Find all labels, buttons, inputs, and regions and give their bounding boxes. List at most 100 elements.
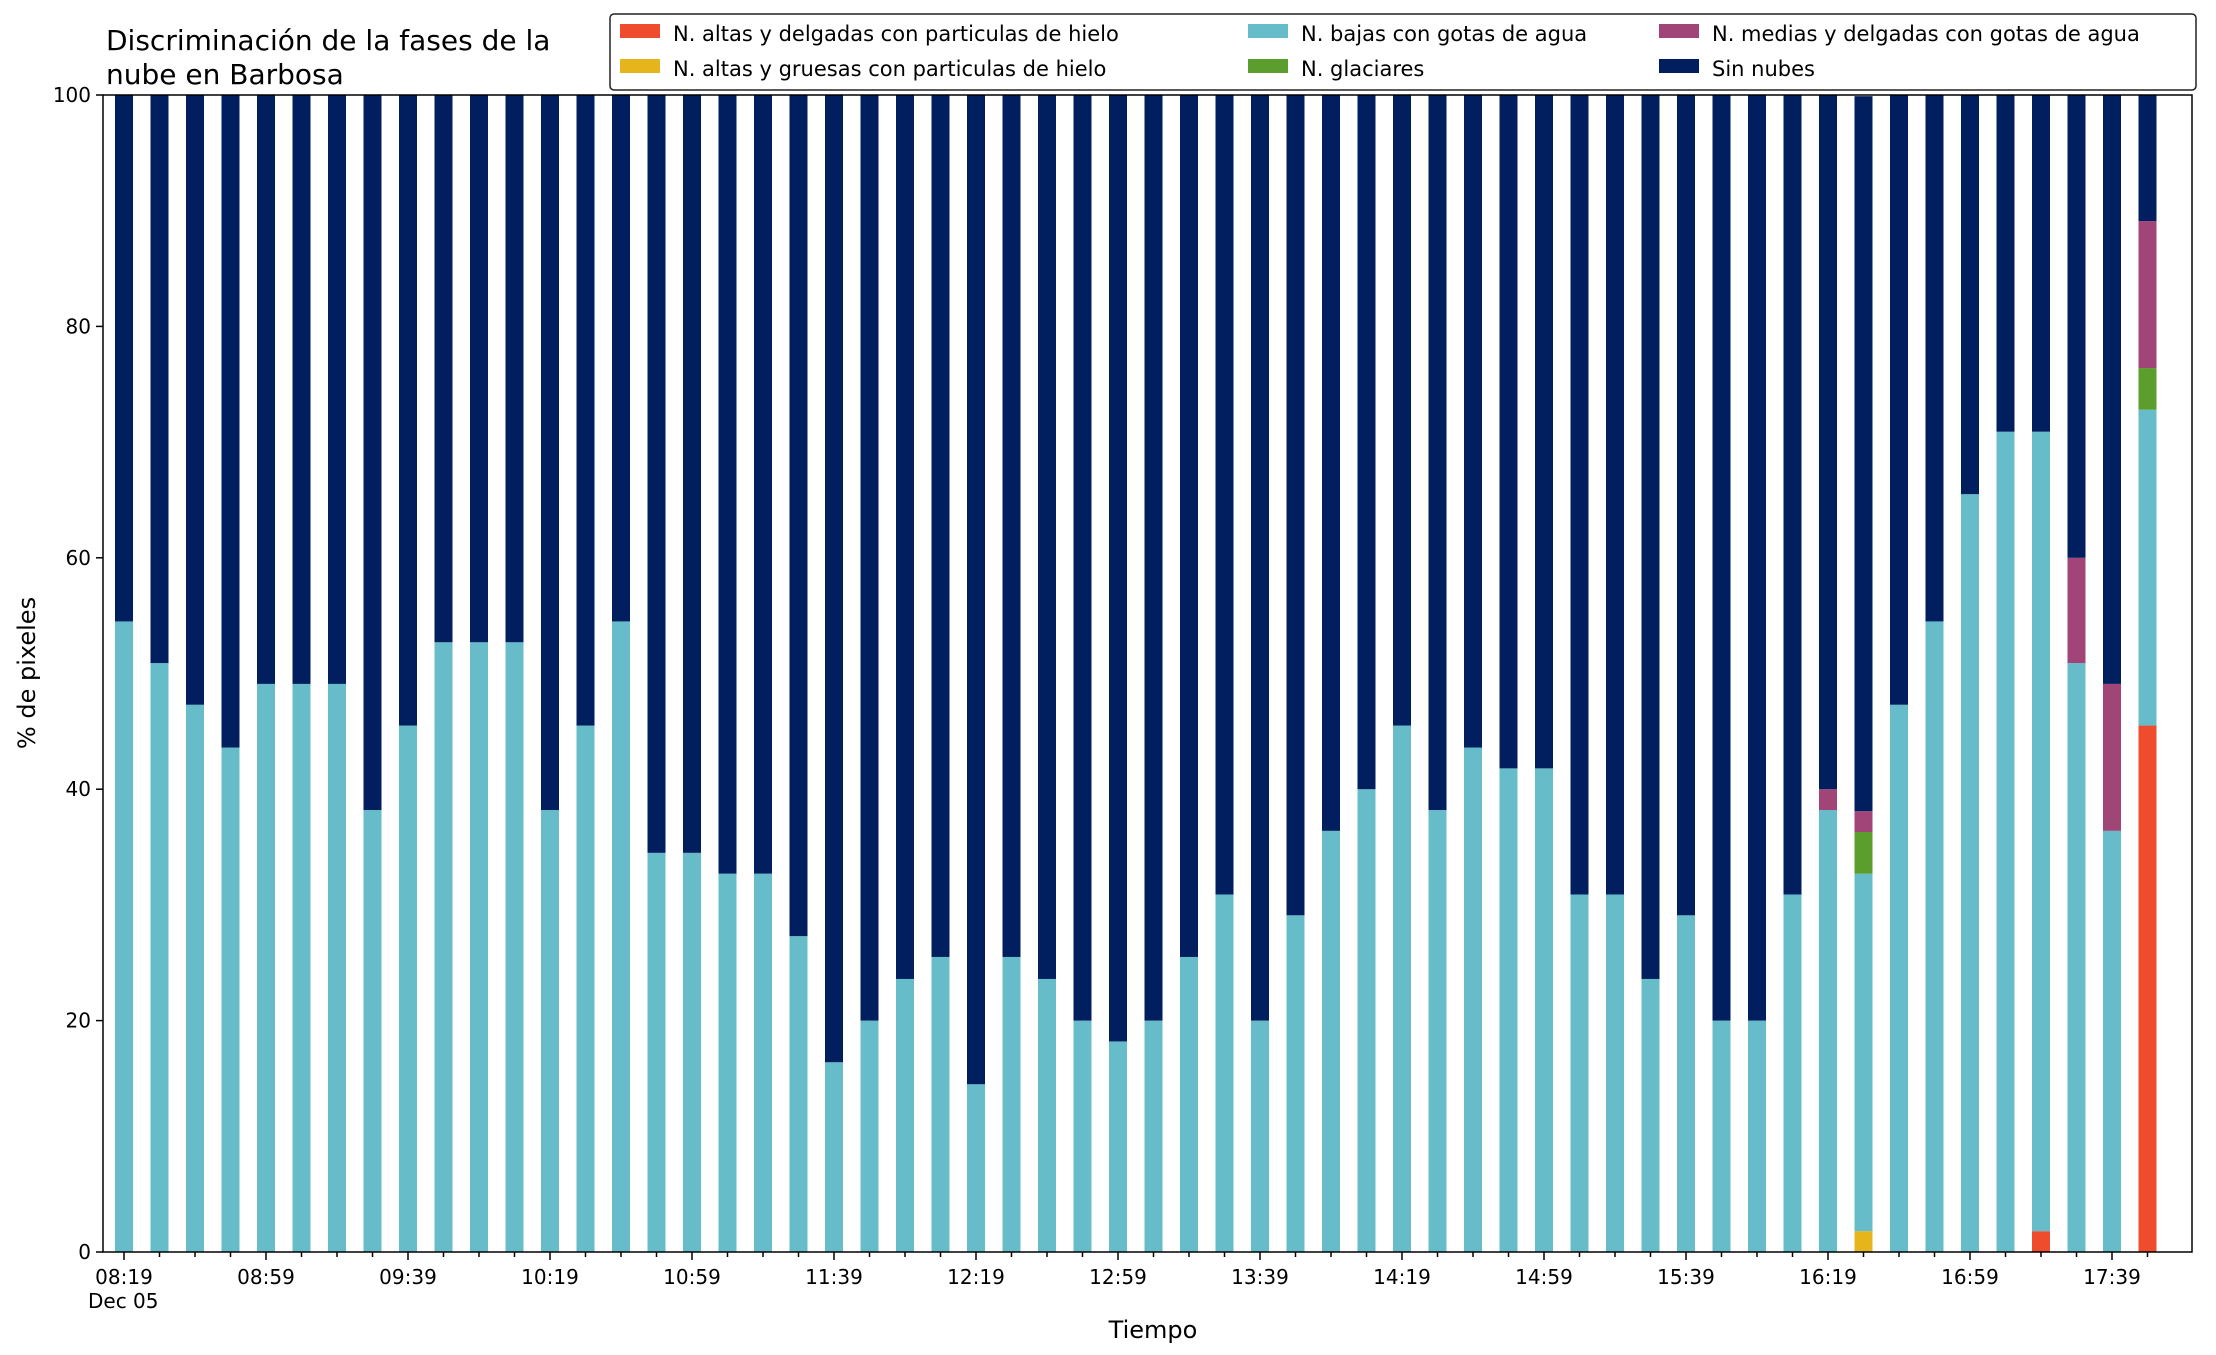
- x-tick-label: 08:59: [237, 1265, 295, 1289]
- legend-label: N. medias y delgadas con gotas de agua: [1712, 22, 2140, 46]
- bar-segment: [434, 95, 453, 643]
- y-tick-label: 60: [66, 546, 91, 570]
- bar-segment: [789, 95, 808, 937]
- bar-segment: [150, 663, 169, 1252]
- legend-swatch: [620, 59, 660, 73]
- bar-segment: [2103, 830, 2121, 1252]
- y-tick-label: 100: [53, 83, 91, 107]
- bar-segment: [825, 95, 843, 1063]
- bar-segment: [150, 95, 169, 664]
- bar-segment: [1783, 95, 1802, 895]
- bar-segment: [2138, 725, 2157, 1252]
- bar-segment: [931, 95, 950, 957]
- bar-segment: [1996, 431, 2015, 1252]
- legend: N. altas y delgadas con particulas de hi…: [609, 13, 2197, 91]
- bar-segment: [754, 95, 772, 874]
- x-tick-label: 10:19: [521, 1265, 579, 1289]
- bar-segment: [1322, 95, 1340, 831]
- bar-segment: [1854, 832, 1873, 874]
- bar-segment: [363, 95, 382, 811]
- x-tick-label: 16:59: [1941, 1265, 1999, 1289]
- bar-segment: [1357, 789, 1376, 1252]
- bar-segment: [647, 95, 666, 853]
- bar-segment: [1677, 915, 1695, 1252]
- legend-label: N. glaciares: [1301, 57, 1424, 81]
- bar-segment: [2067, 95, 2086, 558]
- bar-segment: [1464, 747, 1482, 1252]
- bar-segment: [1428, 95, 1447, 811]
- legend-swatch: [620, 24, 660, 38]
- bar-segment: [1251, 1020, 1269, 1252]
- bar-segment: [115, 95, 133, 622]
- bar-segment: [1606, 894, 1624, 1252]
- bar-segment: [860, 1020, 879, 1252]
- bar-segment: [541, 95, 559, 811]
- bar-segment: [363, 810, 382, 1252]
- bar-segment: [2032, 95, 2050, 432]
- bar-segment: [1890, 704, 1908, 1252]
- bar-segment: [718, 95, 737, 874]
- bar-segment: [1002, 956, 1021, 1252]
- bar-segment: [470, 95, 488, 643]
- bar-segment: [1783, 894, 1802, 1252]
- bar-segment: [967, 1084, 985, 1252]
- bar-segment: [2067, 663, 2086, 1252]
- bar-segment: [1641, 95, 1660, 979]
- bar-segment: [1215, 894, 1234, 1252]
- bar-segment: [1215, 95, 1234, 895]
- bar-segment: [683, 95, 701, 853]
- bar-segment: [1996, 95, 2015, 432]
- bar-segment: [1854, 1231, 1873, 1252]
- bar-segment: [1961, 95, 1979, 495]
- bar-segment: [1428, 810, 1447, 1252]
- bar-segment: [399, 95, 417, 726]
- bar-segment: [860, 95, 879, 1021]
- bar-segment: [1144, 95, 1163, 1021]
- bar-segment: [2067, 557, 2086, 664]
- chart-title-line-2: nube en Barbosa: [106, 58, 344, 91]
- x-tick-label: 14:19: [1373, 1265, 1431, 1289]
- bar-segment: [1180, 95, 1198, 957]
- bar-segment: [292, 95, 311, 684]
- bar-segment: [612, 621, 630, 1252]
- bar-segment: [186, 95, 204, 705]
- y-tick-label: 40: [66, 777, 91, 801]
- bar-segment: [1535, 768, 1553, 1252]
- bar-segment: [328, 683, 346, 1252]
- bar-segment: [505, 642, 524, 1252]
- bar-segment: [292, 683, 311, 1252]
- bar-segment: [1286, 95, 1305, 916]
- bar-segment: [2032, 431, 2050, 1232]
- x-tick-label: 15:39: [1657, 1265, 1715, 1289]
- bar-segment: [825, 1062, 843, 1252]
- bar-segment: [2138, 221, 2157, 369]
- bar-segment: [186, 704, 204, 1252]
- bar-segment: [1038, 95, 1056, 979]
- y-axis-label: % de pixeles: [13, 597, 41, 749]
- bar-segment: [1144, 1020, 1163, 1252]
- bar-segment: [434, 642, 453, 1252]
- legend-label: N. altas y delgadas con particulas de hi…: [673, 22, 1119, 46]
- bar-segment: [1464, 95, 1482, 748]
- bar-segment: [1819, 95, 1837, 790]
- bar-segment: [2103, 683, 2121, 831]
- bar-segment: [896, 978, 914, 1252]
- x-axis-label: Tiempo: [1108, 1316, 1198, 1344]
- x-tick-label: 14:59: [1515, 1265, 1573, 1289]
- bar-segment: [1748, 95, 1766, 1021]
- bar-segment: [1393, 95, 1411, 726]
- bar-segment: [683, 852, 701, 1252]
- bar-segment: [1925, 95, 1944, 622]
- legend-label: N. altas y gruesas con particulas de hie…: [673, 57, 1106, 81]
- bar-segment: [718, 873, 737, 1252]
- x-tick-label: 16:19: [1799, 1265, 1857, 1289]
- x-tick-label: 12:59: [1089, 1265, 1147, 1289]
- bar-segment: [1712, 95, 1731, 1021]
- x-tick-label: 08:19: [95, 1265, 153, 1289]
- bar-segment: [2138, 368, 2157, 410]
- bar-segment: [1073, 95, 1092, 1021]
- bar-segment: [967, 95, 985, 1085]
- x-tick-label: 17:39: [2083, 1265, 2141, 1289]
- legend-label: Sin nubes: [1712, 57, 1815, 81]
- bar-segment: [257, 683, 275, 1252]
